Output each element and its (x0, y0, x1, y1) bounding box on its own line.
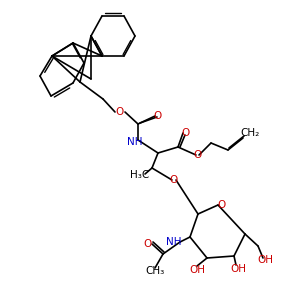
Text: NH: NH (166, 237, 182, 247)
Text: H₃C: H₃C (130, 170, 150, 180)
Text: OH: OH (189, 265, 205, 275)
Text: NH: NH (127, 137, 143, 147)
Text: O: O (218, 200, 226, 210)
Text: CH₂: CH₂ (240, 128, 260, 138)
Text: OH: OH (257, 255, 273, 265)
Text: O: O (194, 150, 202, 160)
Text: O: O (170, 175, 178, 185)
Text: OH: OH (230, 264, 246, 274)
Text: O: O (116, 107, 124, 117)
Text: O: O (181, 128, 189, 138)
Text: O: O (153, 111, 161, 121)
Text: O: O (144, 239, 152, 249)
Text: CH₃: CH₃ (146, 266, 165, 276)
